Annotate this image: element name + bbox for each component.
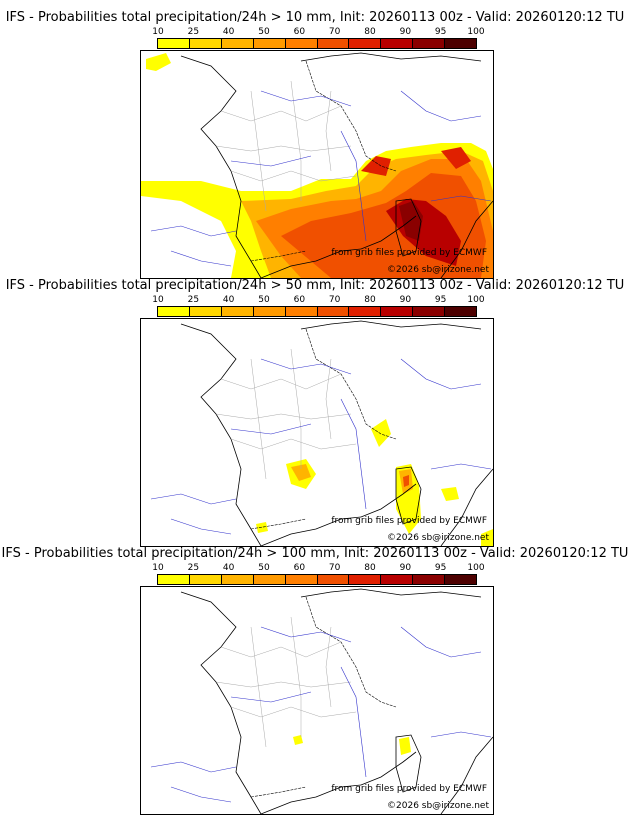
colorbar-tick-label: 40 bbox=[222, 27, 235, 37]
region-boundaries bbox=[215, 616, 357, 748]
colorbar-segment bbox=[253, 575, 286, 584]
map-title: IFS - Probabilities total precipitation/… bbox=[5, 10, 625, 25]
region-boundaries bbox=[215, 80, 357, 212]
map-panel-10mm: IFS - Probabilities total precipitation/… bbox=[0, 10, 630, 279]
colorbar-tick-label: 25 bbox=[187, 27, 200, 37]
colorbar-tick-label: 10 bbox=[152, 27, 164, 37]
colorbar bbox=[157, 574, 477, 585]
colorbar-tick-label: 25 bbox=[187, 295, 200, 305]
colorbar-tick-label: 70 bbox=[328, 563, 341, 573]
colorbar-labels: 10 25 40 50 60 70 80 90 95 100 bbox=[152, 563, 484, 573]
precip-field bbox=[141, 53, 493, 278]
map-panel-50mm: IFS - Probabilities total precipitation/… bbox=[0, 278, 630, 547]
colorbar-tick-label: 40 bbox=[222, 295, 235, 305]
colorbar-tick-label: 95 bbox=[434, 563, 447, 573]
precip-map: from grib files provided by ECMWF ©2026 … bbox=[140, 50, 494, 279]
colorbar-segment bbox=[349, 39, 382, 48]
precip-field bbox=[256, 419, 493, 546]
borders bbox=[250, 328, 397, 530]
credit-grib: from grib files provided by ECMWF bbox=[331, 248, 487, 258]
colorbar-tick-label: 60 bbox=[293, 563, 306, 573]
colorbar-segment bbox=[253, 39, 286, 48]
colorbar-segment bbox=[381, 575, 414, 584]
colorbar-tick-label: 50 bbox=[258, 563, 270, 573]
map-panel-100mm: IFS - Probabilities total precipitation/… bbox=[0, 546, 630, 815]
colorbar-segment bbox=[317, 307, 350, 316]
borders bbox=[250, 60, 397, 262]
map-graphic bbox=[150, 320, 493, 546]
rivers bbox=[150, 626, 492, 803]
colorbar-segment bbox=[285, 39, 318, 48]
colorbar-segment bbox=[189, 307, 222, 316]
colorbar-segment bbox=[158, 575, 190, 584]
colorbar-segment bbox=[285, 307, 318, 316]
credit-copyright: ©2026 sb@irizone.net bbox=[387, 265, 489, 275]
colorbar-tick-label: 80 bbox=[364, 295, 376, 305]
colorbar-labels: 10 25 40 50 60 70 80 90 95 100 bbox=[152, 27, 484, 37]
colorbar-segment bbox=[349, 307, 382, 316]
map-graphic bbox=[141, 52, 493, 278]
precip-map: from grib files provided by ECMWF ©2026 … bbox=[140, 586, 494, 815]
colorbar-segment bbox=[445, 39, 477, 48]
colorbar-segment bbox=[413, 307, 446, 316]
colorbar-segment bbox=[317, 575, 350, 584]
precip-field bbox=[293, 735, 411, 755]
rivers bbox=[150, 90, 492, 267]
colorbar-segment bbox=[445, 575, 477, 584]
map-title: IFS - Probabilities total precipitation/… bbox=[5, 278, 625, 293]
rivers bbox=[150, 358, 492, 535]
colorbar-segment bbox=[253, 307, 286, 316]
colorbar-segment bbox=[189, 39, 222, 48]
colorbar-segment bbox=[413, 39, 446, 48]
colorbar-segment bbox=[158, 307, 190, 316]
colorbar-segment bbox=[158, 39, 190, 48]
colorbar-segment bbox=[285, 575, 318, 584]
colorbar-tick-label: 95 bbox=[434, 295, 447, 305]
colorbar-tick-label: 10 bbox=[152, 563, 164, 573]
colorbar-segment bbox=[445, 307, 477, 316]
region-boundaries bbox=[215, 348, 357, 480]
credit-grib: from grib files provided by ECMWF bbox=[331, 516, 487, 526]
colorbar bbox=[157, 306, 477, 317]
colorbar-tick-label: 100 bbox=[467, 295, 485, 305]
colorbar-segment bbox=[381, 307, 414, 316]
colorbar-tick-label: 100 bbox=[467, 27, 485, 37]
colorbar-tick-label: 95 bbox=[434, 27, 447, 37]
colorbar-segment bbox=[221, 575, 254, 584]
colorbar-tick-label: 10 bbox=[152, 295, 164, 305]
colorbar-segment bbox=[317, 39, 350, 48]
colorbar-tick-label: 40 bbox=[222, 563, 235, 573]
colorbar-segment bbox=[413, 575, 446, 584]
colorbar-segment bbox=[189, 575, 222, 584]
map-title: IFS - Probabilities total precipitation/… bbox=[1, 546, 629, 561]
colorbar-labels: 10 25 40 50 60 70 80 90 95 100 bbox=[152, 295, 484, 305]
colorbar-tick-label: 80 bbox=[364, 27, 376, 37]
colorbar-tick-label: 50 bbox=[258, 295, 270, 305]
colorbar-tick-label: 90 bbox=[399, 27, 412, 37]
colorbar-tick-label: 90 bbox=[399, 563, 412, 573]
colorbar-tick-label: 90 bbox=[399, 295, 412, 305]
colorbar-segment bbox=[381, 39, 414, 48]
colorbar-tick-label: 80 bbox=[364, 563, 376, 573]
map-graphic bbox=[150, 588, 493, 814]
credit-copyright: ©2026 sb@irizone.net bbox=[387, 801, 489, 811]
coastline bbox=[180, 320, 493, 546]
colorbar-tick-label: 25 bbox=[187, 563, 200, 573]
precip-map: from grib files provided by ECMWF ©2026 … bbox=[140, 318, 494, 547]
colorbar-tick-label: 70 bbox=[328, 295, 341, 305]
colorbar-tick-label: 60 bbox=[293, 295, 306, 305]
coastline bbox=[180, 588, 493, 814]
borders bbox=[250, 596, 397, 798]
colorbar-segment bbox=[221, 39, 254, 48]
colorbar-tick-label: 70 bbox=[328, 27, 341, 37]
colorbar-tick-label: 60 bbox=[293, 27, 306, 37]
colorbar-tick-label: 50 bbox=[258, 27, 270, 37]
colorbar-tick-label: 100 bbox=[467, 563, 485, 573]
colorbar-segment bbox=[221, 307, 254, 316]
colorbar bbox=[157, 38, 477, 49]
credit-copyright: ©2026 sb@irizone.net bbox=[387, 533, 489, 543]
credit-grib: from grib files provided by ECMWF bbox=[331, 784, 487, 794]
colorbar-segment bbox=[349, 575, 382, 584]
